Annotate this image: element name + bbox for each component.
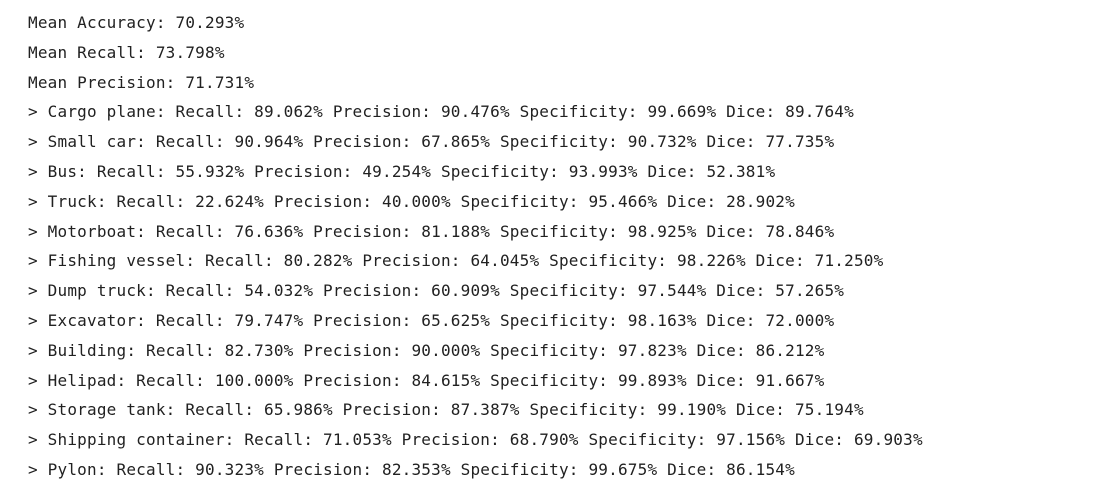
class-metrics-small-car: > Small car: Recall: 90.964% Precision: … bbox=[28, 132, 835, 152]
class-metrics-excavator: > Excavator: Recall: 79.747% Precision: … bbox=[28, 310, 835, 330]
mean-accuracy-line: Mean Accuracy: 70.293% bbox=[28, 13, 245, 32]
class-metrics-motorboat: > Motorboat: Recall: 76.636% Precision: … bbox=[28, 221, 835, 241]
class-metrics-building: > Building: Recall: 82.730% Precision: 9… bbox=[28, 340, 825, 360]
class-metrics-truck: > Truck: Recall: 22.624% Precision: 40.0… bbox=[28, 191, 795, 211]
class-metrics-storage-tank: > Storage tank: Recall: 65.986% Precisio… bbox=[28, 400, 864, 420]
class-metrics-bus: > Bus: Recall: 55.932% Precision: 49.254… bbox=[28, 161, 776, 181]
cell-output: Mean Accuracy: 70.293% Mean Recall: 73.7… bbox=[28, 8, 923, 485]
class-metrics-dump-truck: > Dump truck: Recall: 54.032% Precision:… bbox=[28, 281, 845, 301]
class-metrics-cargo-plane: > Cargo plane: Recall: 89.062% Precision… bbox=[28, 102, 854, 122]
class-metrics-fishing-vessel: > Fishing vessel: Recall: 80.282% Precis… bbox=[28, 251, 884, 271]
mean-recall-line: Mean Recall: 73.798% bbox=[28, 42, 225, 62]
class-metrics-shipping-container: > Shipping container: Recall: 71.053% Pr… bbox=[28, 430, 923, 450]
mean-precision-line: Mean Precision: 71.731% bbox=[28, 72, 255, 92]
class-metrics-pylon: > Pylon: Recall: 90.323% Precision: 82.3… bbox=[28, 459, 795, 479]
class-metrics-helipad: > Helipad: Recall: 100.000% Precision: 8… bbox=[28, 370, 825, 390]
